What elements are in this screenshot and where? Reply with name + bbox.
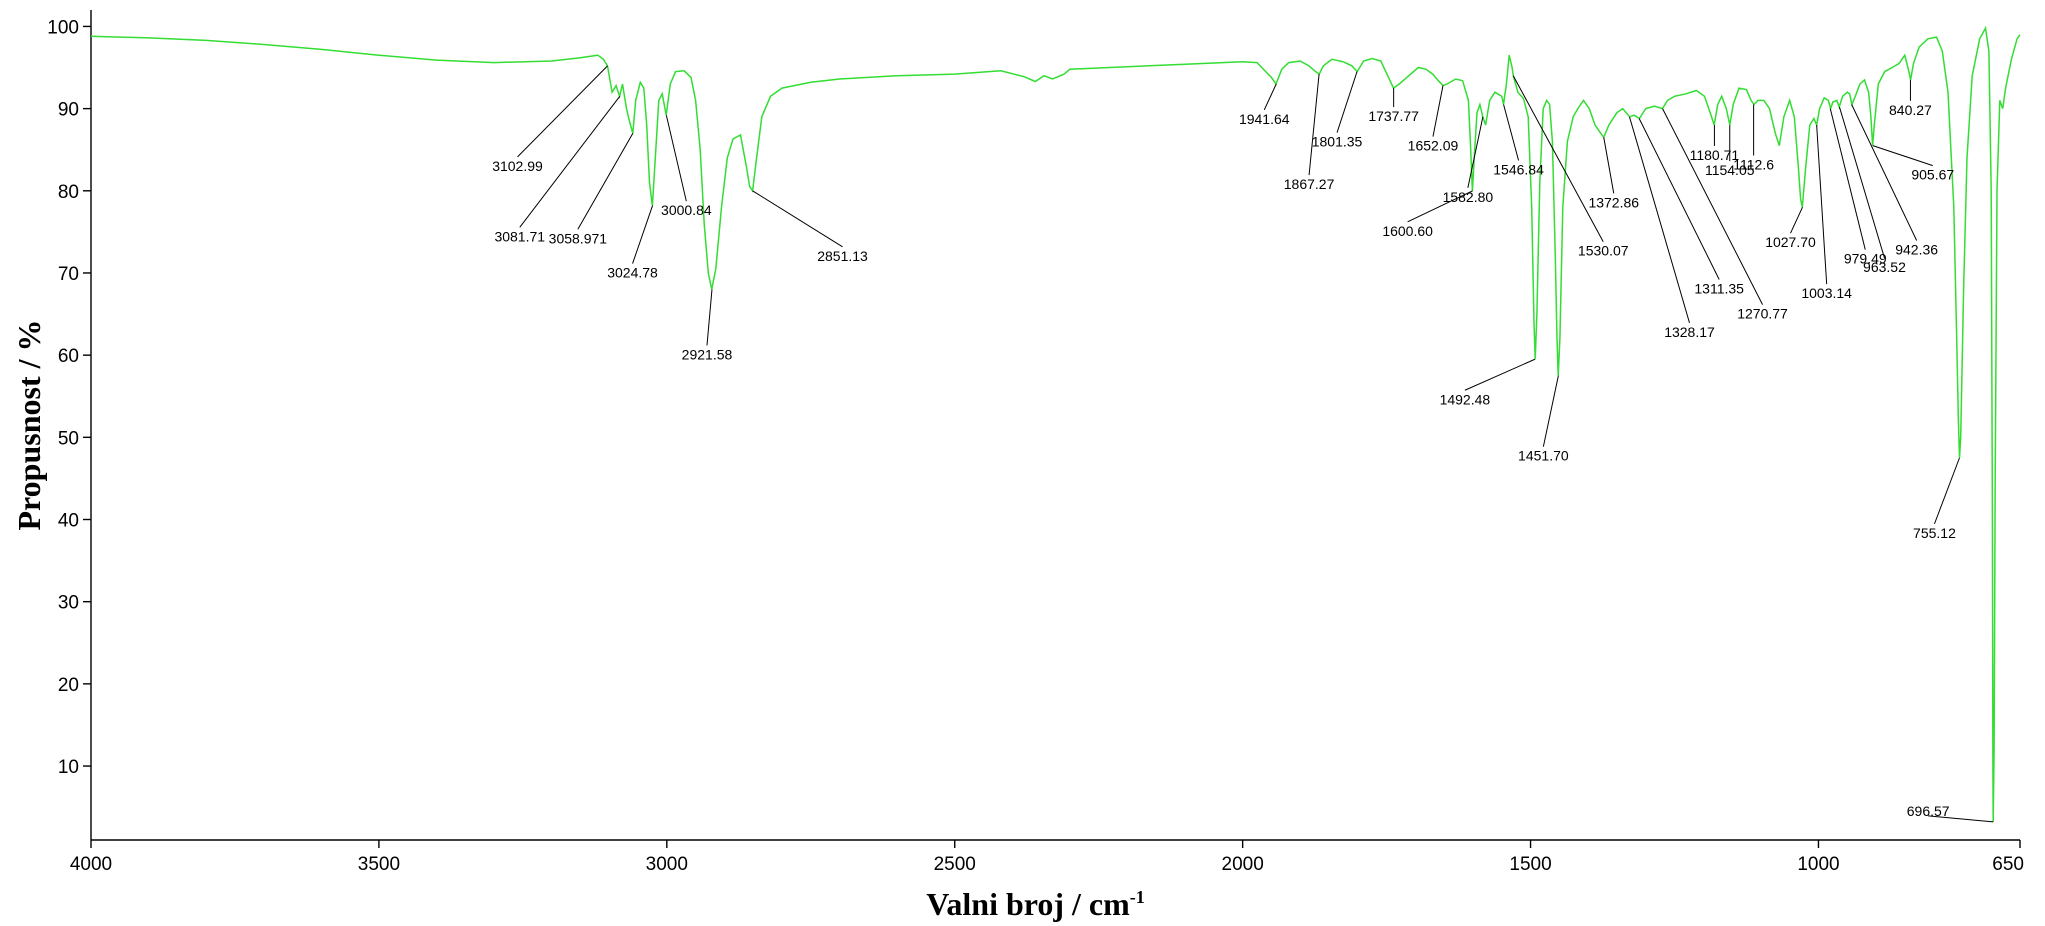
peak-label: 1600.60 <box>1382 223 1433 239</box>
peak-label: 1027.70 <box>1765 234 1816 250</box>
peak-leader-line <box>1467 116 1484 188</box>
peak-leader-line <box>665 115 687 202</box>
y-tick-label: 10 <box>58 757 79 778</box>
peak-label: 942.36 <box>1895 242 1938 258</box>
x-tick-label: 2000 <box>1222 854 1264 875</box>
series-group <box>90 25 2021 822</box>
peak-leader-line <box>519 95 621 228</box>
x-axis-title: Valni broj / cm-1 <box>926 886 1145 922</box>
peak-leader-line <box>1790 207 1803 234</box>
peak-label: 1492.48 <box>1440 391 1491 407</box>
peak-leader-line <box>1629 116 1690 323</box>
peak-leader-line <box>1928 815 1994 823</box>
x-tick-label: 1500 <box>1509 854 1551 875</box>
peak-leader-line <box>1263 83 1277 111</box>
y-tick-label: 60 <box>58 346 79 367</box>
y-tick-label: 30 <box>58 593 79 614</box>
x-tick-label: 1000 <box>1797 854 1839 875</box>
peak-label: 755.12 <box>1913 525 1956 541</box>
peak-leader-line <box>1308 74 1320 176</box>
peak-leader-line <box>752 190 843 248</box>
y-tick-label: 80 <box>58 182 79 203</box>
peak-leader-line <box>1851 104 1918 241</box>
peak-label: 696.57 <box>1907 803 1950 819</box>
peak-label: 1311.35 <box>1694 280 1744 296</box>
peak-label: 1867.27 <box>1284 176 1335 192</box>
y-tick-label: 20 <box>58 675 79 696</box>
peak-leader-line <box>517 65 608 158</box>
peak-leader-line <box>1432 85 1444 137</box>
peak-leader-line <box>1407 190 1473 223</box>
peak-label: 3058.971 <box>549 230 608 246</box>
peak-label: 1328.17 <box>1664 324 1715 340</box>
peak-leader-line <box>1464 358 1536 391</box>
peak-label: 1154.05 <box>1705 162 1755 178</box>
y-tick-label: 40 <box>58 511 79 532</box>
peak-annotations-group: 3102.99 3081.71 3058.971 3024.78 3000.84 2921… <box>492 65 1994 823</box>
peak-label: 1652.09 <box>1408 138 1459 154</box>
x-tick-label: 650 <box>1992 854 2024 875</box>
x-axis-title-text: Valni broj / cm <box>926 886 1130 922</box>
peak-leader-line <box>1542 375 1559 447</box>
peak-label: 3024.78 <box>607 265 658 281</box>
peak-label: 1112.6 <box>1733 157 1774 173</box>
peak-label: 1582.80 <box>1443 189 1494 205</box>
transmittance-series-line <box>90 25 2021 822</box>
x-tick-label: 4000 <box>70 854 112 875</box>
peak-leader-line <box>1816 125 1828 285</box>
peak-label: 979.49 <box>1844 251 1887 267</box>
peak-leader-line <box>1638 118 1720 280</box>
y-tick-label: 70 <box>58 264 79 285</box>
peak-leader-line <box>1512 75 1604 242</box>
peak-leader-line <box>1336 71 1358 133</box>
peak-label: 1270.77 <box>1737 306 1788 322</box>
peak-leader-line <box>577 133 634 230</box>
peak-label: 840.27 <box>1889 102 1932 118</box>
peak-leader-line <box>1662 108 1763 305</box>
peak-label: 1801.35 <box>1312 134 1363 150</box>
peak-label: 3000.84 <box>661 202 712 218</box>
peak-label: 1372.86 <box>1588 194 1639 210</box>
axes-group <box>90 10 2020 841</box>
peak-label: 1180.71 <box>1690 147 1740 163</box>
peak-label: 2851.13 <box>817 248 868 264</box>
peak-label: 1546.84 <box>1493 162 1544 178</box>
peak-label: 905.67 <box>1911 167 1954 183</box>
peak-label: 2921.58 <box>682 346 733 362</box>
peak-label: 1530.07 <box>1578 243 1629 259</box>
peak-leader-line <box>1503 104 1520 161</box>
y-tick-label: 50 <box>58 428 79 449</box>
peak-leader-line <box>706 289 713 346</box>
peak-leader-line <box>1872 145 1933 167</box>
peak-leader-line <box>1838 106 1885 259</box>
y-tick-label: 90 <box>58 100 79 121</box>
x-axis-title-superscript: -1 <box>1130 887 1145 907</box>
peak-label: 1737.77 <box>1368 108 1419 124</box>
peak-label: 1941.64 <box>1239 111 1290 127</box>
peak-leader-line <box>1829 108 1866 250</box>
peak-label: 1451.70 <box>1518 448 1569 464</box>
peak-label: 3081.71 <box>494 228 545 244</box>
y-tick-label: 100 <box>47 17 79 38</box>
peak-leader-line <box>632 205 654 264</box>
x-tick-label: 3000 <box>646 854 688 875</box>
ticks-group: 10 20 30 40 50 60 70 80 90 100 4000 3500 3000 2500 200… <box>47 17 2024 875</box>
peak-label: 3102.99 <box>492 158 543 174</box>
y-axis-title: Propusnost / % <box>11 319 47 530</box>
x-tick-label: 2500 <box>934 854 976 875</box>
peak-label: 963.52 <box>1863 259 1906 275</box>
peak-leader-line <box>1603 137 1615 194</box>
peak-leader-line <box>1934 457 1960 525</box>
peak-label: 1003.14 <box>1801 285 1852 301</box>
x-tick-label: 3500 <box>358 854 400 875</box>
